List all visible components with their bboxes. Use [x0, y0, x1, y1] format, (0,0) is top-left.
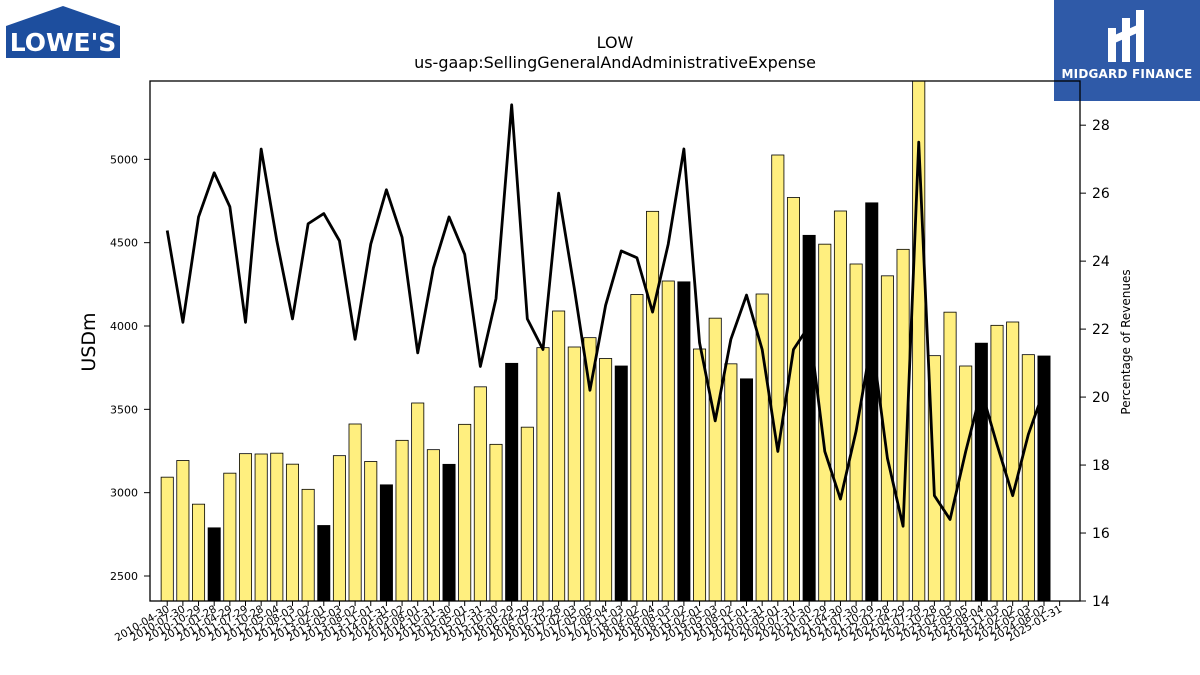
bar-2017-08-04 [599, 358, 613, 602]
bar-2011-01-28 [207, 527, 221, 602]
bar-2016-10-28 [552, 310, 566, 602]
bar-2016-04-29 [520, 426, 534, 602]
bar-2011-04-29 [223, 472, 237, 602]
bar-2017-02-03 [567, 346, 581, 602]
bar-2023-02-03 [943, 311, 957, 602]
bar-2013-02-01 [317, 525, 331, 602]
bar-2014-08-01 [411, 402, 425, 602]
bar-2019-08-02 [724, 363, 738, 602]
bar-2015-01-30 [442, 463, 456, 602]
y2-tick-label-28: 28 [1092, 118, 1110, 134]
y-tick-label-3500: 3500 [110, 403, 138, 416]
bar-2012-11-02 [301, 488, 315, 602]
bar-2018-02-02 [630, 294, 644, 602]
bar-2014-01-31 [379, 484, 393, 602]
bar-2020-10-30 [802, 234, 816, 602]
bar-2020-07-31 [786, 197, 800, 602]
bar-2023-08-04 [974, 342, 988, 602]
bar-2018-08-03 [661, 280, 675, 602]
bar-2015-10-30 [489, 443, 503, 602]
line-layer [165, 103, 1046, 528]
y2-tick-label-18: 18 [1092, 458, 1110, 474]
bar-2017-11-03 [614, 365, 628, 602]
bar-2010-10-29 [192, 503, 206, 602]
axes-group: 2500 3000 3500 4000 4500 5000 14 16 18 20 22 24 26 28… [110, 80, 1110, 644]
y-tick-label-2500: 2500 [110, 570, 138, 583]
bar-2019-05-03 [708, 317, 722, 602]
bar-2015-07-31 [473, 386, 487, 602]
y2-tick-label-24: 24 [1092, 254, 1110, 270]
bar-2016-07-29 [536, 347, 550, 602]
bar-2022-01-28 [880, 275, 894, 602]
lowes-logo-text: LOWE'S [10, 28, 117, 57]
y-tick-label-5000: 5000 [110, 153, 138, 166]
y2-axis-label: Percentage of Revenues [1119, 269, 1133, 414]
plot-frame [149, 80, 1081, 602]
chart-subtitle: us-gaap:SellingGeneralAndAdministrativeE… [414, 53, 816, 72]
bar-2014-10-31 [426, 449, 440, 602]
bar-2012-05-04 [270, 452, 284, 602]
bar-2024-02-02 [1006, 321, 1020, 602]
y2-tick-label-16: 16 [1092, 526, 1110, 542]
bar-2011-07-29 [238, 453, 253, 602]
bar-2010-07-30 [176, 460, 190, 602]
y2-tick-label-22: 22 [1092, 322, 1110, 338]
midgard-finance-text: MIDGARD FINANCE [1061, 67, 1193, 81]
bar-2015-05-01 [458, 423, 472, 602]
bar-2013-11-01 [364, 461, 378, 602]
bar-2020-01-31 [755, 293, 769, 602]
bar-2021-10-29 [865, 202, 879, 602]
bar-2017-05-05 [583, 337, 597, 602]
bar-2014-05-02 [395, 439, 409, 602]
bar-2018-05-04 [646, 210, 660, 602]
y2-tick-label-20: 20 [1092, 390, 1110, 406]
bar-2016-01-29 [505, 362, 519, 602]
bar-2021-04-30 [833, 210, 847, 602]
percentage-line [165, 103, 1046, 528]
bar-2011-10-28 [254, 453, 268, 602]
y2-tick-label-26: 26 [1092, 186, 1110, 202]
bar-2012-08-03 [285, 463, 299, 602]
bar-2013-05-03 [332, 455, 346, 602]
bar-2010-04-30 [160, 476, 174, 602]
bar-2019-02-01 [693, 348, 707, 602]
y-tick-label-3000: 3000 [110, 487, 138, 500]
chart-title: LOW [597, 33, 634, 52]
bar-2018-11-02 [677, 281, 691, 602]
bar-2024-05-03 [1021, 354, 1035, 602]
midgard-finance-logo: MIDGARD FINANCE [1054, 0, 1200, 101]
y-tick-label-4500: 4500 [110, 237, 138, 250]
y2-tick-label-14: 14 [1092, 594, 1110, 610]
bar-2020-05-01 [771, 154, 785, 602]
bar-2019-11-01 [740, 378, 754, 602]
lowes-logo: LOWE'S [6, 6, 120, 58]
bar-2023-05-05 [959, 365, 973, 602]
y-tick-label-4000: 4000 [110, 320, 138, 333]
bar-2013-08-02 [348, 423, 362, 602]
midgard-mark-icon [1108, 10, 1144, 62]
y-axis-label: USDm [78, 312, 100, 371]
